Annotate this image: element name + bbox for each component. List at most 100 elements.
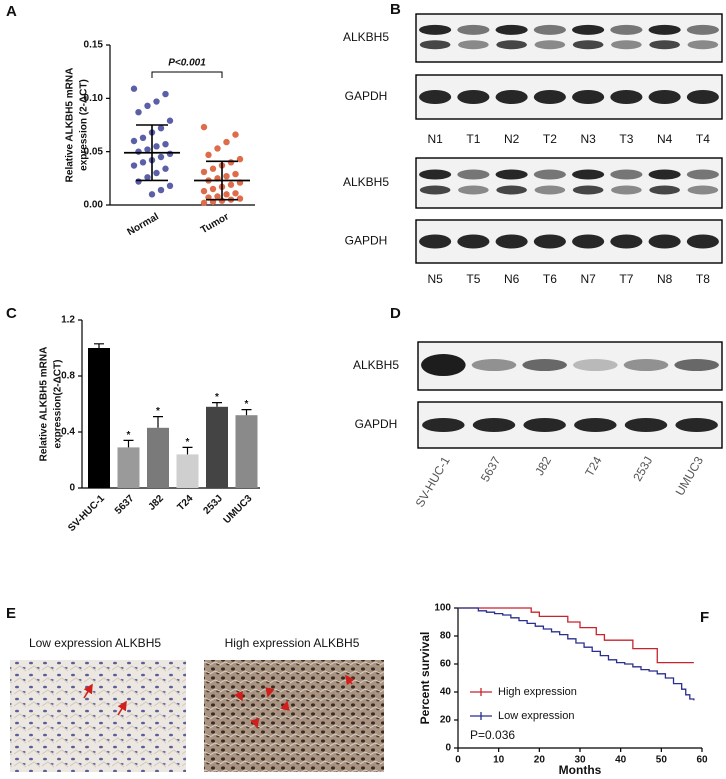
error-bar <box>182 446 193 455</box>
lane-label: N5 <box>427 272 443 286</box>
dot <box>223 138 230 146</box>
x-axis-label: Months <box>559 763 602 777</box>
band <box>534 185 566 195</box>
panel-label: D <box>390 305 401 322</box>
band <box>533 169 566 180</box>
y-tick-label: 0 <box>445 743 451 754</box>
lane-label: N2 <box>504 132 520 146</box>
y-tick-label: 0.10 <box>84 93 104 104</box>
lane-label: T2 <box>543 132 557 146</box>
survival-line <box>458 607 694 664</box>
lane-label: T8 <box>696 272 710 286</box>
band <box>610 90 643 104</box>
dot <box>135 178 142 185</box>
x-tick-label: SV-HUC-1 <box>66 493 107 534</box>
band <box>648 24 681 35</box>
band <box>611 40 642 50</box>
y-tick-label: 1.2 <box>61 315 75 326</box>
blot-frame <box>417 341 723 391</box>
band <box>422 418 465 432</box>
dot <box>130 162 138 169</box>
dot <box>200 199 208 207</box>
x-tick-label: J82 <box>146 493 166 513</box>
band <box>533 90 566 104</box>
band <box>624 418 668 432</box>
lane-label: T1 <box>466 132 480 146</box>
significance: * <box>245 399 249 410</box>
dot <box>166 150 174 157</box>
dot <box>205 151 212 159</box>
significance: * <box>156 406 160 417</box>
band <box>457 90 490 104</box>
significance: * <box>215 392 219 403</box>
ihc-caption: High expression ALKBH5 <box>225 636 360 650</box>
band <box>686 169 719 180</box>
band <box>495 169 528 180</box>
blot-row-label: GAPDH <box>355 417 398 431</box>
annotation: P<0.001 <box>168 58 206 69</box>
lane-label: N1 <box>427 132 443 146</box>
y-tick-label: 0.05 <box>84 146 104 157</box>
band <box>533 234 566 249</box>
y-axis-label: Relative ALKBH5 mRNA <box>39 347 50 462</box>
band <box>687 185 719 195</box>
band <box>648 234 681 249</box>
error-bar <box>123 439 134 448</box>
dot <box>130 137 138 145</box>
band <box>687 40 719 50</box>
ihc-caption: Low expression ALKBH5 <box>29 636 161 650</box>
lane-label: N8 <box>657 272 673 286</box>
y-axis-label: Percent survival <box>418 632 432 725</box>
band <box>472 418 516 432</box>
band <box>610 234 643 249</box>
dot <box>232 190 239 197</box>
dot <box>223 173 230 180</box>
band <box>686 24 719 35</box>
lane-label: SV-HUC-1 <box>413 454 453 510</box>
dot <box>144 146 151 153</box>
y-tick-label: 0.00 <box>84 200 104 211</box>
dot <box>236 195 244 202</box>
y-tick-label: 20 <box>440 715 452 726</box>
x-tick-label: 5637 <box>113 493 137 517</box>
dot <box>232 131 239 138</box>
dot <box>200 123 208 131</box>
bar <box>117 447 140 488</box>
lane-label: UMUC3 <box>673 454 707 498</box>
survival-line <box>458 607 695 701</box>
dot <box>153 98 160 105</box>
blot-row-label: GAPDH <box>345 89 388 103</box>
band <box>495 24 528 35</box>
x-tick-label: 0 <box>455 755 461 766</box>
legend-marker <box>470 712 492 720</box>
band <box>573 359 618 372</box>
band <box>674 359 719 372</box>
bar <box>235 415 258 488</box>
x-tick-label: Normal <box>125 211 161 238</box>
dot <box>135 109 142 116</box>
y-tick-label: 0.4 <box>61 427 75 438</box>
lane-label: T5 <box>466 272 480 286</box>
sd-bar <box>136 124 168 182</box>
lane-label: T4 <box>696 132 710 146</box>
x-tick-label: Tumor <box>199 211 231 236</box>
y-tick-label: 0 <box>69 483 75 494</box>
annotation: P=0.036 <box>470 728 515 742</box>
bar <box>176 454 199 488</box>
band <box>534 40 566 50</box>
band <box>572 90 605 104</box>
band <box>675 418 718 432</box>
dot <box>139 134 147 141</box>
x-tick-label: T24 <box>176 493 196 513</box>
blot-row-label: ALKBH5 <box>343 175 389 189</box>
blot-frame <box>415 13 723 63</box>
dot <box>144 174 151 181</box>
dot <box>214 193 221 200</box>
dot <box>166 182 174 189</box>
panel-label: F <box>700 609 709 626</box>
blot-row-label: GAPDH <box>345 234 388 248</box>
significance: * <box>186 437 190 448</box>
error-bar <box>153 416 163 428</box>
lane-label: T6 <box>543 272 557 286</box>
bar <box>206 406 228 488</box>
